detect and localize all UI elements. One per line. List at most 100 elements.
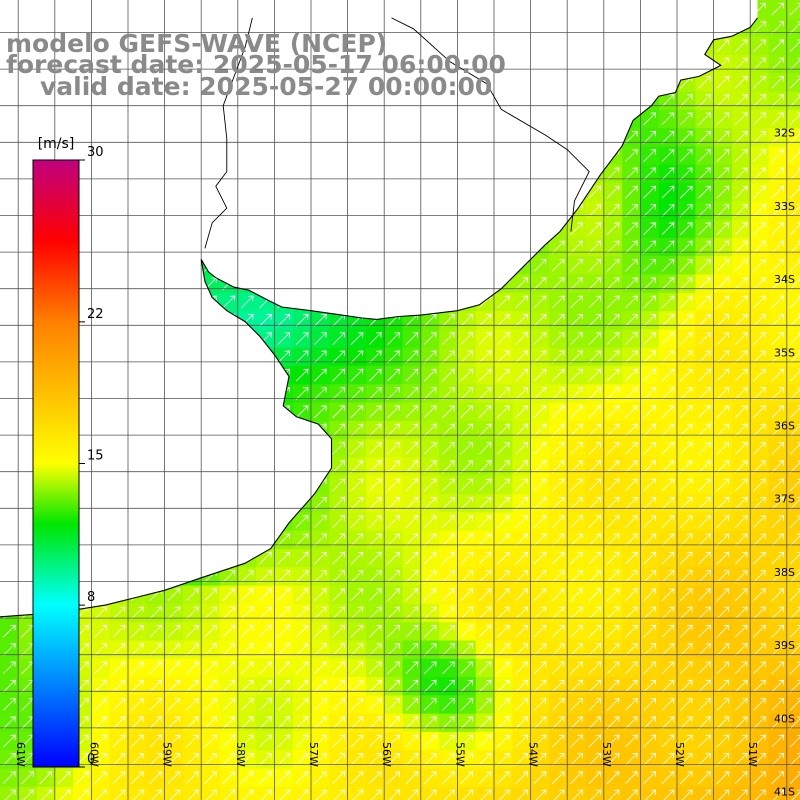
wind-arrow <box>698 441 711 455</box>
wind-cell <box>695 768 715 788</box>
wind-arrow <box>405 624 419 638</box>
wind-cell <box>732 347 751 367</box>
wind-arrow <box>789 39 800 53</box>
wind-cell <box>658 237 678 257</box>
wind-arrow <box>771 368 785 382</box>
wind-arrow <box>112 679 126 693</box>
wind-cell <box>622 311 642 330</box>
wind-cell <box>274 786 294 800</box>
wind-arrow <box>112 643 126 656</box>
wind-arrow <box>716 679 730 693</box>
wind-cell <box>732 366 751 385</box>
wind-cell <box>786 658 800 678</box>
wind-cell <box>750 658 770 678</box>
wind-arrow <box>2 716 16 730</box>
wind-arrow <box>533 332 547 345</box>
wind-cell <box>201 786 221 800</box>
latitude-label: 33S <box>774 200 795 213</box>
wind-arrow <box>661 551 675 565</box>
wind-arrow <box>551 533 565 547</box>
wind-cell <box>311 622 330 642</box>
wind-arrow <box>551 332 565 345</box>
wind-arrow <box>185 734 199 748</box>
wind-arrow <box>716 423 730 437</box>
wind-arrow <box>533 533 547 547</box>
wind-arrow <box>240 698 254 711</box>
wind-cell <box>713 164 733 184</box>
wind-arrow <box>551 789 565 800</box>
wind-arrow <box>606 533 620 547</box>
wind-arrow <box>734 570 748 583</box>
wind-arrow <box>570 698 583 711</box>
wind-cell <box>658 603 678 623</box>
wind-arrow <box>460 771 474 784</box>
wind-arrow <box>570 387 583 400</box>
wind-cell <box>347 768 367 788</box>
wind-arrow <box>716 130 730 144</box>
wind-arrow <box>112 624 126 638</box>
wind-arrow <box>606 167 620 181</box>
wind-cell <box>128 677 147 696</box>
wind-arrow <box>442 350 455 364</box>
wind-arrow <box>533 387 547 400</box>
wind-cell <box>329 768 349 788</box>
wind-cell <box>640 183 660 202</box>
wind-arrow <box>753 496 766 510</box>
wind-arrow <box>515 679 529 693</box>
wind-cell <box>549 732 568 751</box>
wind-arrow <box>679 460 693 473</box>
wind-cell <box>658 512 678 532</box>
wind-arrow <box>167 698 181 711</box>
wind-arrow <box>753 533 766 547</box>
wind-cell <box>713 713 733 733</box>
wind-arrow <box>789 350 800 364</box>
wind-arrow <box>277 716 291 730</box>
wind-arrow <box>350 496 364 510</box>
wind-arrow <box>460 643 474 656</box>
wind-cell <box>439 713 459 733</box>
wind-arrow <box>423 624 437 638</box>
wind-arrow <box>478 350 492 364</box>
wind-arrow <box>753 515 766 528</box>
wind-arrow <box>314 752 327 766</box>
latitude-label: 41S <box>774 786 795 799</box>
wind-cell <box>732 402 751 422</box>
wind-arrow <box>460 405 474 419</box>
wind-arrow <box>716 222 730 236</box>
wind-arrow <box>753 295 766 309</box>
wind-arrow <box>551 570 565 583</box>
wind-cell <box>622 585 642 605</box>
wind-cell <box>658 292 678 312</box>
wind-arrow <box>716 533 730 547</box>
wind-arrow <box>515 606 529 620</box>
colorbar-tick-label: 30 <box>87 145 104 160</box>
wind-arrow <box>679 185 693 199</box>
wind-arrow <box>423 789 437 800</box>
wind-cell <box>622 329 642 349</box>
wind-cell <box>786 0 800 19</box>
wind-arrow <box>643 240 657 254</box>
wind-cell <box>622 677 642 696</box>
wind-arrow <box>643 752 657 766</box>
wind-arrow <box>606 240 620 254</box>
wind-cell <box>91 713 111 733</box>
wind-cell <box>695 311 715 330</box>
wind-cell <box>603 603 623 623</box>
wind-arrow <box>698 75 711 89</box>
wind-arrow <box>606 204 620 217</box>
wind-cell <box>603 311 623 330</box>
wind-cell <box>732 73 751 93</box>
wind-arrow <box>497 496 510 510</box>
wind-arrow <box>753 258 766 272</box>
wind-arrow <box>588 624 602 638</box>
wind-arrow <box>570 478 583 492</box>
wind-arrow <box>625 679 638 693</box>
wind-arrow <box>131 661 144 675</box>
wind-cell <box>695 640 715 660</box>
wind-arrow <box>625 332 638 345</box>
wind-arrow <box>606 606 620 620</box>
wind-arrow <box>661 222 675 236</box>
wind-cell <box>732 219 751 239</box>
wind-cell <box>622 183 642 202</box>
wind-arrow <box>94 606 108 620</box>
